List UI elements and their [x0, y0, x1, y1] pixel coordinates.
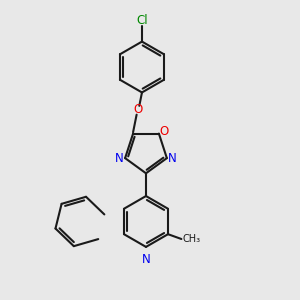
Text: N: N [168, 152, 177, 165]
Text: N: N [142, 253, 150, 266]
Text: N: N [115, 152, 124, 165]
Text: O: O [159, 125, 168, 138]
Text: CH₃: CH₃ [183, 234, 201, 244]
Text: O: O [133, 103, 142, 116]
Text: Cl: Cl [136, 14, 148, 27]
